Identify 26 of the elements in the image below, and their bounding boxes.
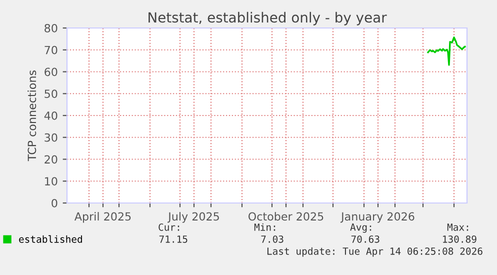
text: 7.03	[261, 235, 284, 243]
text: Avg:	[350, 224, 372, 233]
text: Last update: Tue Apr 14 06:25:08 2026	[267, 247, 482, 257]
y-tick-label: 20	[44, 155, 58, 164]
text: Min:	[254, 223, 276, 231]
x-tick-label: April 2025	[74, 212, 131, 223]
text: Max:	[447, 224, 468, 231]
y-tick-label: 40	[44, 111, 58, 120]
text: 130.89	[443, 235, 476, 243]
y-tick-label: 0	[52, 198, 58, 208]
text: Cur:	[158, 223, 180, 231]
text: 71.15	[159, 236, 188, 243]
y-tick-label: 80	[44, 24, 58, 32]
y-axis-title: TCP connections	[28, 70, 36, 162]
legend-label: established	[19, 235, 82, 243]
y-tick-label: 10	[45, 177, 58, 186]
chart-title: Netstat, established only - by year	[148, 12, 387, 26]
x-tick-label: January 2026	[340, 212, 414, 223]
line-series	[427, 36, 466, 66]
text: 70.63	[351, 235, 380, 243]
y-tick-label: 30	[44, 133, 58, 142]
y-tick-label: 70	[44, 46, 58, 54]
y-tick-label: 50	[44, 90, 58, 98]
x-tick-label: July 2025	[168, 212, 219, 223]
x-tick-label: October 2025	[248, 212, 324, 221]
y-tick-label: 60	[44, 68, 58, 76]
